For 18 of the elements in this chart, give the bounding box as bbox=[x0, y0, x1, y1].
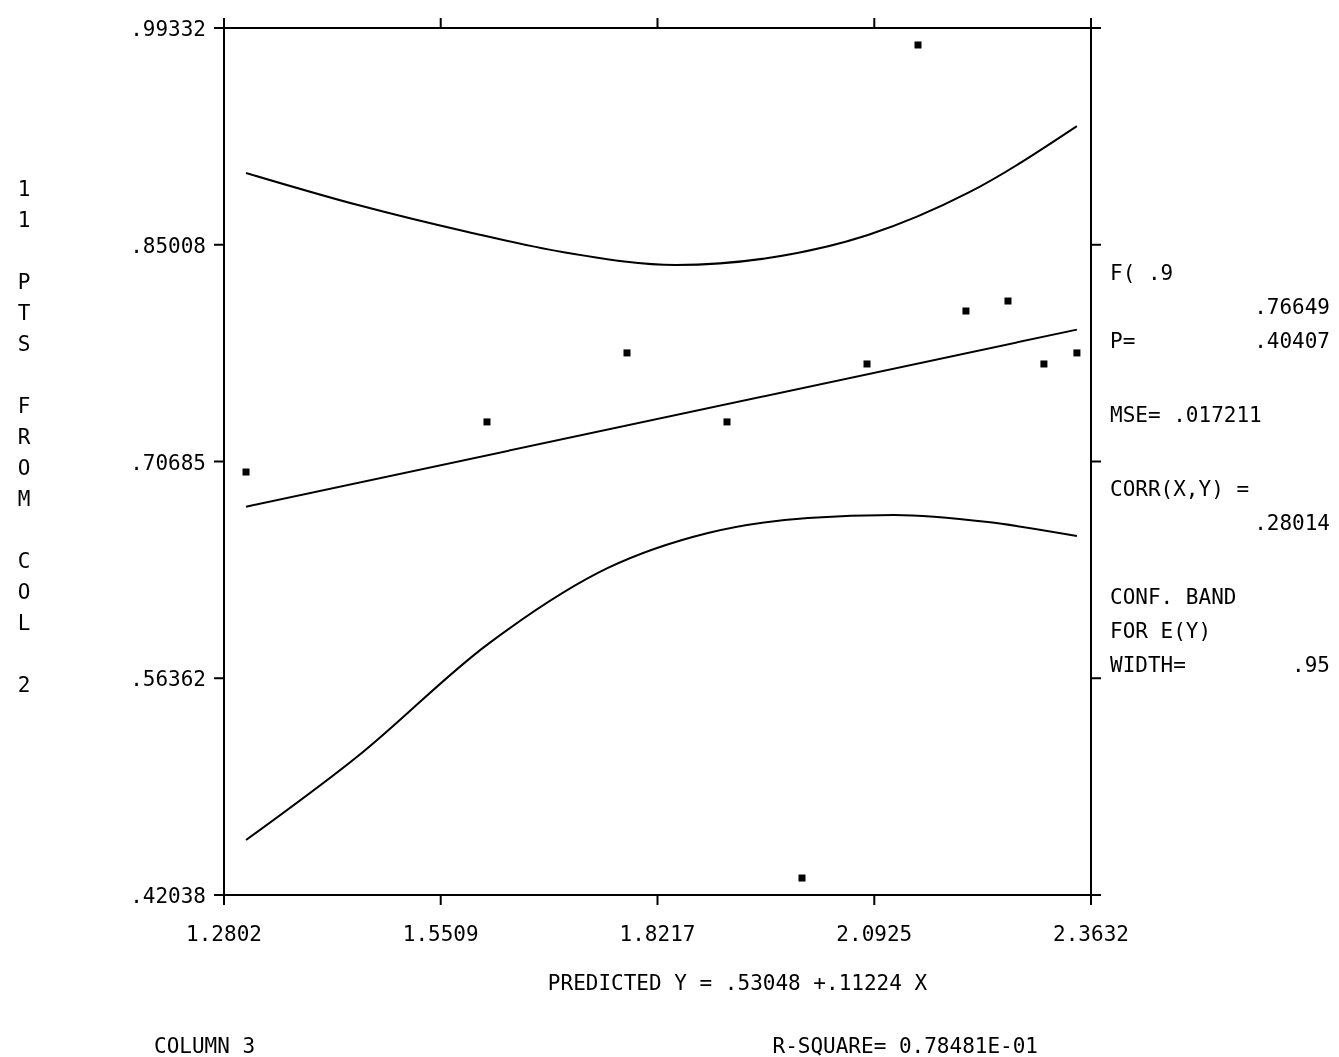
text: F( .9 .76649 P= .40407 bbox=[1110, 261, 1330, 353]
text: CORR(X,Y) = .28014 bbox=[1110, 477, 1330, 535]
text: MSE= .017211 bbox=[1110, 403, 1262, 427]
text: 11 PTS FROM COL 2 bbox=[17, 177, 31, 697]
y-tick-label: .42038 bbox=[130, 884, 206, 908]
text: CONF. BAND FOR E(Y) WIDTH= .95 bbox=[1110, 585, 1330, 677]
x-tick-label: 1.5509 bbox=[402, 922, 479, 946]
x-tick-label: 2.0925 bbox=[836, 922, 913, 946]
y-tick-label: .70685 bbox=[130, 450, 206, 475]
y-tick-label: .56362 bbox=[130, 667, 206, 692]
text: COLUMN 3 bbox=[154, 1034, 256, 1057]
x-tick-label: 2.3632 bbox=[1053, 922, 1129, 946]
x-tick-label: 1.8217 bbox=[619, 922, 696, 946]
x-axis-title: PREDICTED Y = .53048 +.11224 X bbox=[547, 971, 928, 995]
text: R-SQUARE= 0.78481E-01 bbox=[772, 1034, 1038, 1057]
x-tick-label: 1.2802 bbox=[186, 922, 262, 946]
y-tick-label: .99332 bbox=[130, 17, 206, 41]
y-tick-label: .85008 bbox=[130, 233, 206, 258]
